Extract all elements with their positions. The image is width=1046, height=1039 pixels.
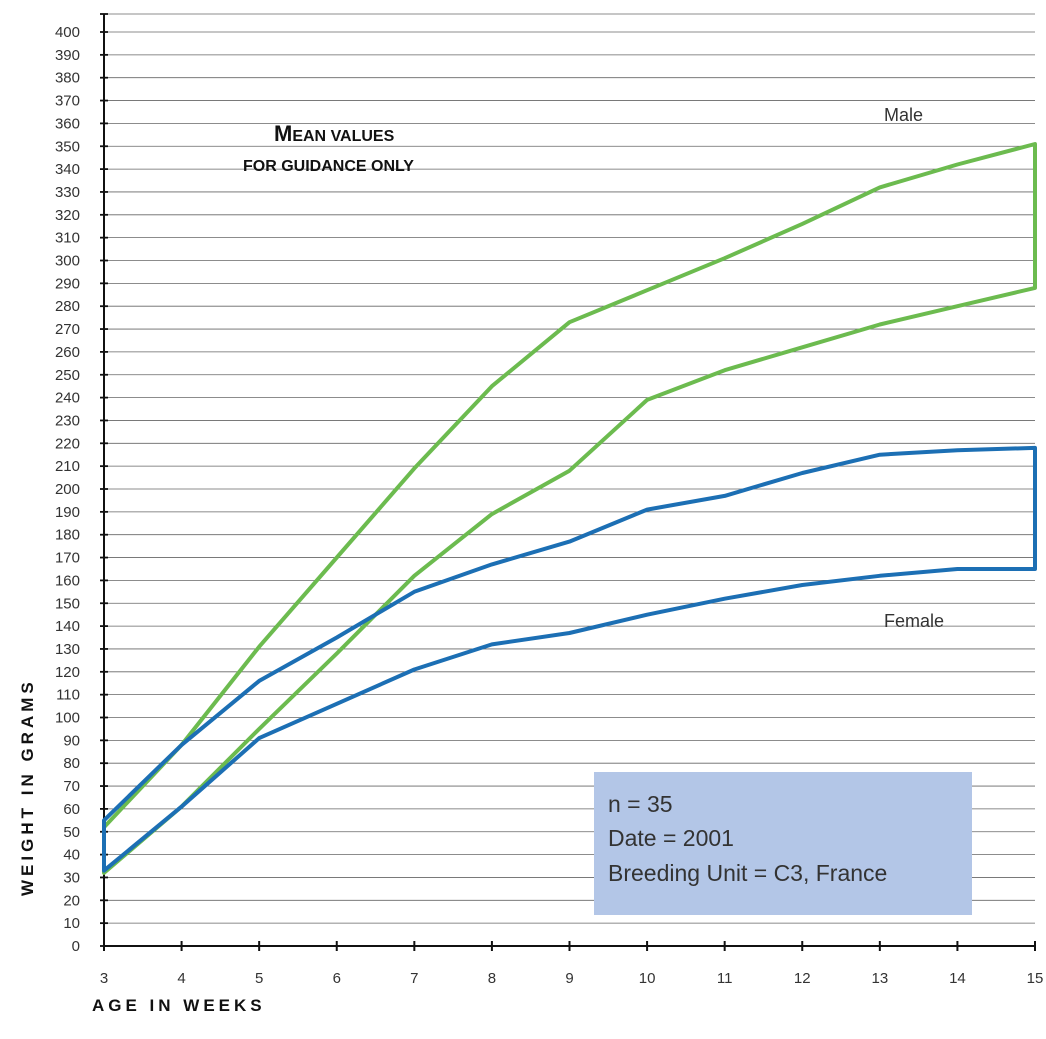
y-tick-label: 260 <box>55 344 80 361</box>
y-tick-label: 340 <box>55 161 80 178</box>
tick-labels: 0 10 20 30 40 50 60 70 80 90 100 110 120 130 140 150 160… <box>55 13 1044 987</box>
y-tick-label: 400 <box>55 24 80 41</box>
info-box: n = 35 Date = 2001 Breeding Unit = C3, F… <box>594 772 972 915</box>
y-tick-label: 10 <box>63 915 80 932</box>
x-tick-label: 5 <box>255 970 263 987</box>
y-tick-label: 160 <box>55 572 80 589</box>
x-tick-label: 9 <box>565 970 573 987</box>
labels: MEAN VALUES FOR GUIDANCE ONLY Male Femal… <box>18 105 944 1015</box>
y-tick-label: 270 <box>55 321 80 338</box>
y-tick-label: 70 <box>63 778 80 795</box>
y-tick-label: 310 <box>55 230 80 247</box>
y-tick-label: 110 <box>56 687 80 704</box>
y-tick-label: 300 <box>55 253 80 270</box>
y-tick-label: 120 <box>55 664 80 681</box>
series-label-female: Female <box>884 611 944 631</box>
x-tick-label: 7 <box>410 970 418 987</box>
y-tick-label: 80 <box>63 755 80 772</box>
y-axis-title: WEIGHT IN GRAMS <box>18 678 37 896</box>
y-tick-label: 360 <box>55 115 80 132</box>
x-tick-label: 4 <box>177 970 185 987</box>
x-tick-label: 12 <box>794 970 811 987</box>
y-tick-label: 230 <box>55 412 80 429</box>
y-tick-label: 180 <box>55 527 80 544</box>
grid <box>104 13 1035 924</box>
annotation-mean-values: MEAN VALUES <box>274 121 395 146</box>
x-tick-label: 6 <box>333 970 341 987</box>
x-tick-label: 3 <box>100 970 108 987</box>
y-tick-label: 60 <box>63 801 80 818</box>
y-tick-label: 240 <box>55 390 80 407</box>
x-tick-label: 15 <box>1027 970 1044 987</box>
x-tick-label: 10 <box>639 970 656 987</box>
series-band-male <box>102 142 1037 875</box>
y-tick-label: 330 <box>55 184 80 201</box>
y-tick-label: 200 <box>55 481 80 498</box>
x-axis-title: AGE IN WEEKS <box>92 996 266 1015</box>
y-tick-label: 0 <box>72 938 80 955</box>
y-tick-label: 290 <box>55 275 80 292</box>
x-tick-label: 13 <box>871 970 888 987</box>
info-breeding-unit: Breeding Unit = C3, France <box>608 860 887 886</box>
y-tick-label: 380 <box>55 70 80 87</box>
info-sample-size: n = 35 <box>608 791 673 817</box>
y-tick-label: 150 <box>55 595 80 612</box>
y-tick-label: 20 <box>63 892 80 909</box>
y-tick-label: 100 <box>55 710 80 727</box>
series-band-female <box>102 445 1037 873</box>
y-tick-label: 370 <box>55 93 80 110</box>
x-tick-label: 8 <box>488 970 496 987</box>
y-tick-label: 140 <box>55 618 80 635</box>
series-label-male: Male <box>884 105 923 125</box>
y-tick-label: 220 <box>55 435 80 452</box>
y-tick-label: 280 <box>55 298 80 315</box>
series <box>102 142 1037 875</box>
y-tick-label: 250 <box>55 367 80 384</box>
x-tick-label: 11 <box>717 970 733 987</box>
annotation-guidance-only: FOR GUIDANCE ONLY <box>243 158 414 175</box>
info-box-background <box>594 772 972 915</box>
y-tick-label: 30 <box>63 869 80 886</box>
info-date: Date = 2001 <box>608 825 734 851</box>
y-tick-label: 350 <box>55 138 80 155</box>
y-tick-label: 40 <box>63 847 80 864</box>
y-tick-label: 320 <box>55 207 80 224</box>
y-tick-label: 170 <box>55 550 80 567</box>
y-tick-label: 90 <box>63 732 80 749</box>
x-tick-label: 14 <box>949 970 966 987</box>
y-tick-label: 190 <box>55 504 80 521</box>
y-tick-label: 130 <box>55 641 80 658</box>
y-tick-label: 210 <box>55 458 80 475</box>
y-tick-label: 50 <box>63 824 80 841</box>
y-tick-label: 390 <box>55 47 80 64</box>
